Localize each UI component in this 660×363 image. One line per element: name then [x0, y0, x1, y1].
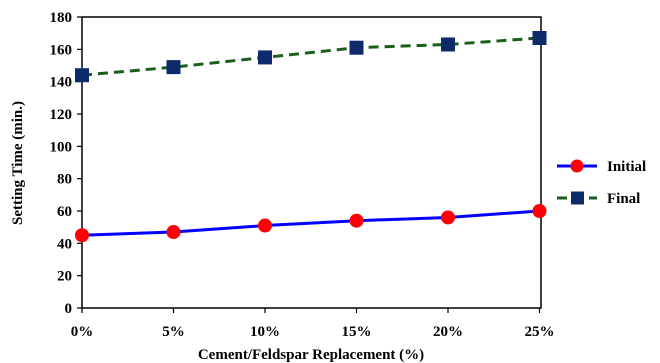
data-point-final — [532, 31, 547, 46]
plot-area — [81, 16, 542, 309]
x-axis-title: Cement/Feldspar Replacement (%) — [198, 347, 424, 363]
x-tick-label: 25% — [525, 324, 555, 340]
y-tick-label: 0 — [65, 301, 73, 317]
y-tick-label: 60 — [57, 204, 72, 220]
x-tick-label: 15% — [342, 324, 372, 340]
y-tick-label: 100 — [50, 139, 73, 155]
data-point-final — [166, 60, 181, 75]
legend-label-final: Final — [607, 191, 640, 207]
y-tick-label: 20 — [57, 269, 72, 285]
y-tick-label: 180 — [50, 10, 73, 26]
data-point-initial — [75, 228, 89, 243]
y-tick-label: 40 — [57, 236, 72, 252]
data-point-initial — [258, 218, 272, 233]
series-line-final — [81, 36, 540, 77]
y-tick-label: 160 — [50, 42, 73, 58]
legend-item-initial: Initial — [557, 159, 646, 175]
plot-frame — [81, 16, 542, 309]
series-layer — [75, 31, 547, 243]
data-point-initial — [349, 213, 364, 228]
series-initial — [75, 204, 547, 243]
x-tick-label: 20% — [433, 324, 463, 340]
legend-label-initial: Initial — [607, 159, 646, 175]
x-tick-label: 0% — [71, 324, 94, 340]
data-point-initial — [166, 225, 181, 240]
series-line-initial — [81, 209, 540, 237]
data-point-final — [441, 37, 455, 52]
data-point-final — [349, 40, 364, 55]
x-tick-label: 10% — [250, 324, 280, 340]
y-axis: 0 20 40 60 80 100 120 140 160 180 — [50, 10, 82, 317]
x-tick-label: 5% — [162, 324, 185, 340]
y-tick-label: 140 — [50, 75, 73, 91]
data-point-initial — [441, 210, 455, 225]
legend-marker-final — [571, 191, 584, 205]
data-point-final — [258, 50, 272, 65]
legend-item-final: Final — [557, 191, 640, 207]
y-tick-label: 80 — [57, 172, 72, 188]
data-point-final — [75, 68, 89, 83]
legend-marker-initial — [570, 159, 584, 173]
y-axis-title: Setting Time (min.) — [10, 101, 26, 225]
data-point-initial — [532, 204, 547, 218]
legend: Initial Final — [557, 159, 646, 207]
x-axis: 0% 5% 10% 15% 20% 25% — [71, 308, 555, 340]
y-tick-label: 120 — [50, 107, 73, 123]
series-final — [75, 31, 547, 83]
